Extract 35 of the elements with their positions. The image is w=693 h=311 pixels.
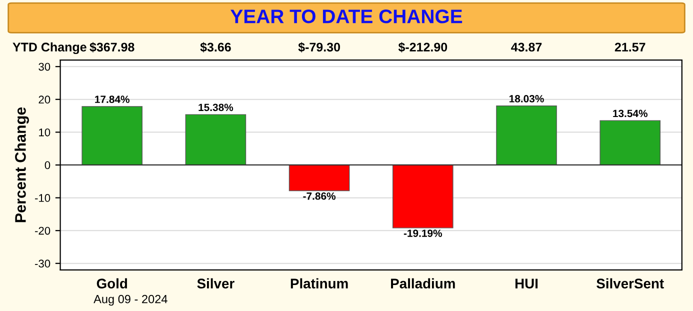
chart-title: YEAR TO DATE CHANGE: [230, 9, 462, 24]
text: 43.87: [511, 42, 542, 52]
text: $3.66: [200, 42, 231, 52]
y-tick-label: 0: [44, 161, 50, 170]
data-label: -19.19%: [404, 230, 442, 237]
y-tick-label: 20: [38, 96, 50, 104]
y-tick-label: -10: [35, 194, 50, 202]
text: $-212.90: [398, 42, 448, 52]
data-label: 18.03%: [510, 95, 544, 102]
bar: [82, 106, 142, 166]
x-tick-label: Silver: [197, 278, 234, 288]
text: $367.98: [90, 42, 134, 52]
data-label: 17.84%: [95, 96, 130, 104]
y-tick-label: -20: [35, 226, 50, 235]
data-label: 13.54%: [613, 110, 648, 118]
y-tick-label: 10: [39, 128, 50, 136]
text: Aug 09 - 2024: [94, 294, 168, 306]
text: 21.57: [614, 42, 646, 52]
y-axis-title: Percent Change: [14, 107, 29, 222]
bar: [496, 105, 557, 166]
x-tick-label: Palladium: [391, 278, 455, 288]
x-tick-label: SilverSent: [596, 278, 664, 288]
x-tick-label: Platinum: [290, 278, 348, 288]
x-tick-label: HUI: [515, 278, 538, 288]
bar: [392, 164, 454, 228]
text: $-79.30: [298, 42, 340, 52]
y-tick-label: -30: [35, 260, 50, 268]
bar: [288, 164, 350, 192]
bar: [600, 120, 661, 166]
text: YTD Change: [12, 42, 86, 54]
data-label: 15.38%: [198, 104, 234, 112]
data-label: -7.86%: [303, 192, 336, 200]
x-tick-label: Gold: [96, 278, 127, 288]
bar: [185, 114, 246, 166]
y-tick-label: 30: [38, 62, 50, 71]
